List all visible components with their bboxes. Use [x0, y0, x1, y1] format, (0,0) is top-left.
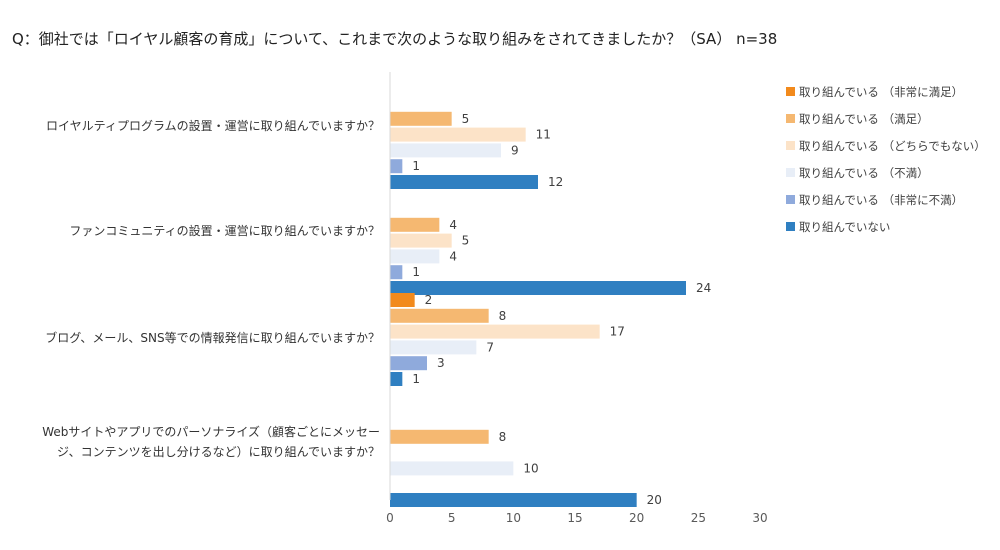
legend-label: 取り組んでいる （非常に満足） [799, 84, 964, 99]
x-tick-label: 25 [691, 511, 706, 525]
bar [390, 233, 452, 248]
x-tick-label: 20 [629, 511, 644, 525]
category-label: ファンコミュニティの設置・運営に取り組んでいますか？ [69, 221, 380, 241]
bar [390, 372, 403, 386]
legend-label: 取り組んでいる （どちらでもない） [799, 138, 986, 153]
bar [390, 308, 489, 323]
data-label: 8 [499, 430, 507, 444]
bar [390, 281, 686, 295]
data-label: 1 [412, 372, 420, 386]
category-label-line: ジ、コンテンツを出し分けるなど）に取り組んでいますか？ [56, 445, 380, 459]
legend-swatch [786, 114, 795, 123]
legend-item: 取り組んでいる （非常に不満） [786, 186, 998, 213]
legend-swatch [786, 222, 795, 231]
x-axis-ticks: 0 5 10 15 20 25 30 [386, 511, 767, 525]
legend-label: 取り組んでいる （非常に不満） [799, 192, 964, 207]
data-label: 10 [523, 461, 538, 475]
data-label: 24 [696, 281, 711, 295]
category-label: ロイヤルティプログラムの設置・運営に取り組んでいますか？ [46, 116, 380, 136]
data-label: 12 [548, 175, 563, 189]
legend-swatch [786, 195, 795, 204]
legend-item: 取り組んでいる （不満） [786, 159, 998, 186]
legend-label: 取り組んでいる （満足） [799, 111, 929, 126]
bar [390, 249, 440, 264]
bar [390, 340, 477, 355]
data-label: 3 [437, 356, 445, 370]
bar [390, 293, 415, 307]
legend-item: 取り組んでいる （非常に満足） [786, 78, 998, 105]
category-label-line: Webサイトやアプリでのパーソナライズ（顧客ごとにメッセー [42, 425, 380, 439]
legend-swatch [786, 168, 795, 177]
bar [390, 356, 427, 371]
data-label: 1 [412, 265, 420, 279]
data-label: 2 [425, 293, 433, 307]
bar [390, 143, 501, 158]
bar [390, 127, 526, 142]
data-label: 8 [499, 309, 507, 323]
bar [390, 175, 538, 189]
data-label: 1 [412, 159, 420, 173]
legend-swatch [786, 141, 795, 150]
legend-swatch [786, 87, 795, 96]
data-label: 9 [511, 143, 519, 157]
category-label-line: ロイヤルティプログラムの設置・運営に取り組んでいますか？ [46, 119, 380, 133]
bar [390, 217, 440, 232]
x-tick-label: 5 [448, 511, 456, 525]
bar [390, 111, 452, 126]
data-label: 5 [462, 112, 470, 126]
data-label: 4 [449, 218, 457, 232]
page-title: Q：御社では「ロイヤル顧客の育成」について、これまで次のような取り組みをされてき… [12, 30, 778, 48]
bar [390, 429, 489, 444]
bar [390, 159, 403, 174]
data-label: 17 [610, 325, 625, 339]
data-label: 20 [647, 493, 662, 507]
bar [390, 265, 403, 280]
legend-label: 取り組んでいない [799, 219, 891, 234]
bar [390, 324, 600, 339]
data-label: 7 [486, 340, 494, 354]
legend-label: 取り組んでいる （不満） [799, 165, 929, 180]
legend: 取り組んでいる （非常に満足） 取り組んでいる （満足） 取り組んでいる （どちらで… [786, 78, 998, 240]
category-label: Webサイトやアプリでのパーソナライズ（顧客ごとにメッセージ、コンテンツを出し分… [42, 422, 380, 462]
legend-item: 取り組んでいる （満足） [786, 105, 998, 132]
data-label: 4 [449, 249, 457, 263]
x-tick-label: 30 [752, 511, 767, 525]
x-tick-label: 0 [386, 511, 394, 525]
category-label: ブログ、メール、SNS等での情報発信に取り組んでいますか？ [45, 328, 380, 348]
legend-item: 取り組んでいる （どちらでもない） [786, 132, 998, 159]
x-tick-label: 15 [567, 511, 582, 525]
category-label-line: ブログ、メール、SNS等での情報発信に取り組んでいますか？ [45, 331, 380, 345]
data-label: 5 [462, 234, 470, 248]
bar [390, 461, 514, 476]
data-label: 11 [536, 128, 551, 142]
x-tick-label: 10 [506, 511, 521, 525]
category-label-line: ファンコミュニティの設置・運営に取り組んでいますか？ [69, 224, 380, 238]
bar [390, 493, 637, 507]
legend-item: 取り組んでいない [786, 213, 998, 240]
